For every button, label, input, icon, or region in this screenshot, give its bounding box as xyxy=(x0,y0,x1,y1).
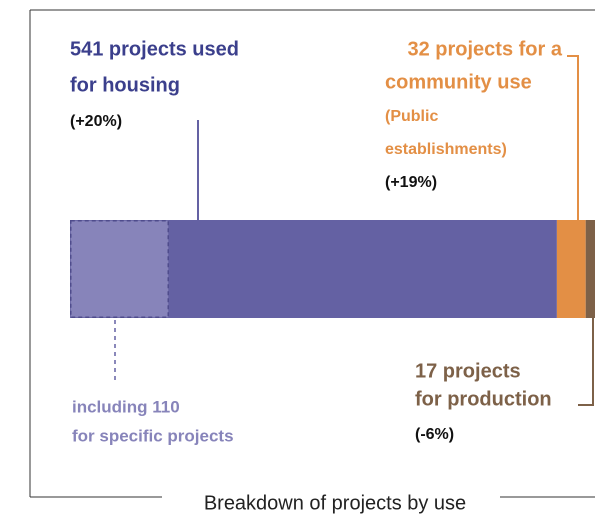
chart-title: Breakdown of projects by use xyxy=(204,492,466,514)
leader xyxy=(578,318,594,406)
frame xyxy=(29,9,595,498)
label: community use xyxy=(385,71,532,93)
label: 17 projects xyxy=(415,360,521,382)
change: (+20%) xyxy=(70,113,122,130)
bar-segment xyxy=(585,220,595,318)
bar-group xyxy=(70,220,595,318)
change: (-6%) xyxy=(415,426,454,443)
label: 541 projects used xyxy=(70,38,239,60)
note: establishments) xyxy=(385,141,507,158)
label: for housing xyxy=(70,74,180,96)
label: 32 projects for a xyxy=(407,38,562,60)
note: (Public xyxy=(385,108,438,125)
subset-box xyxy=(70,220,169,318)
change: (+19%) xyxy=(385,174,437,191)
leader xyxy=(567,55,579,220)
label: for production xyxy=(415,388,552,410)
label: for specific projects xyxy=(72,426,234,445)
label: including 110 xyxy=(72,397,180,416)
bar-segment xyxy=(556,220,586,318)
